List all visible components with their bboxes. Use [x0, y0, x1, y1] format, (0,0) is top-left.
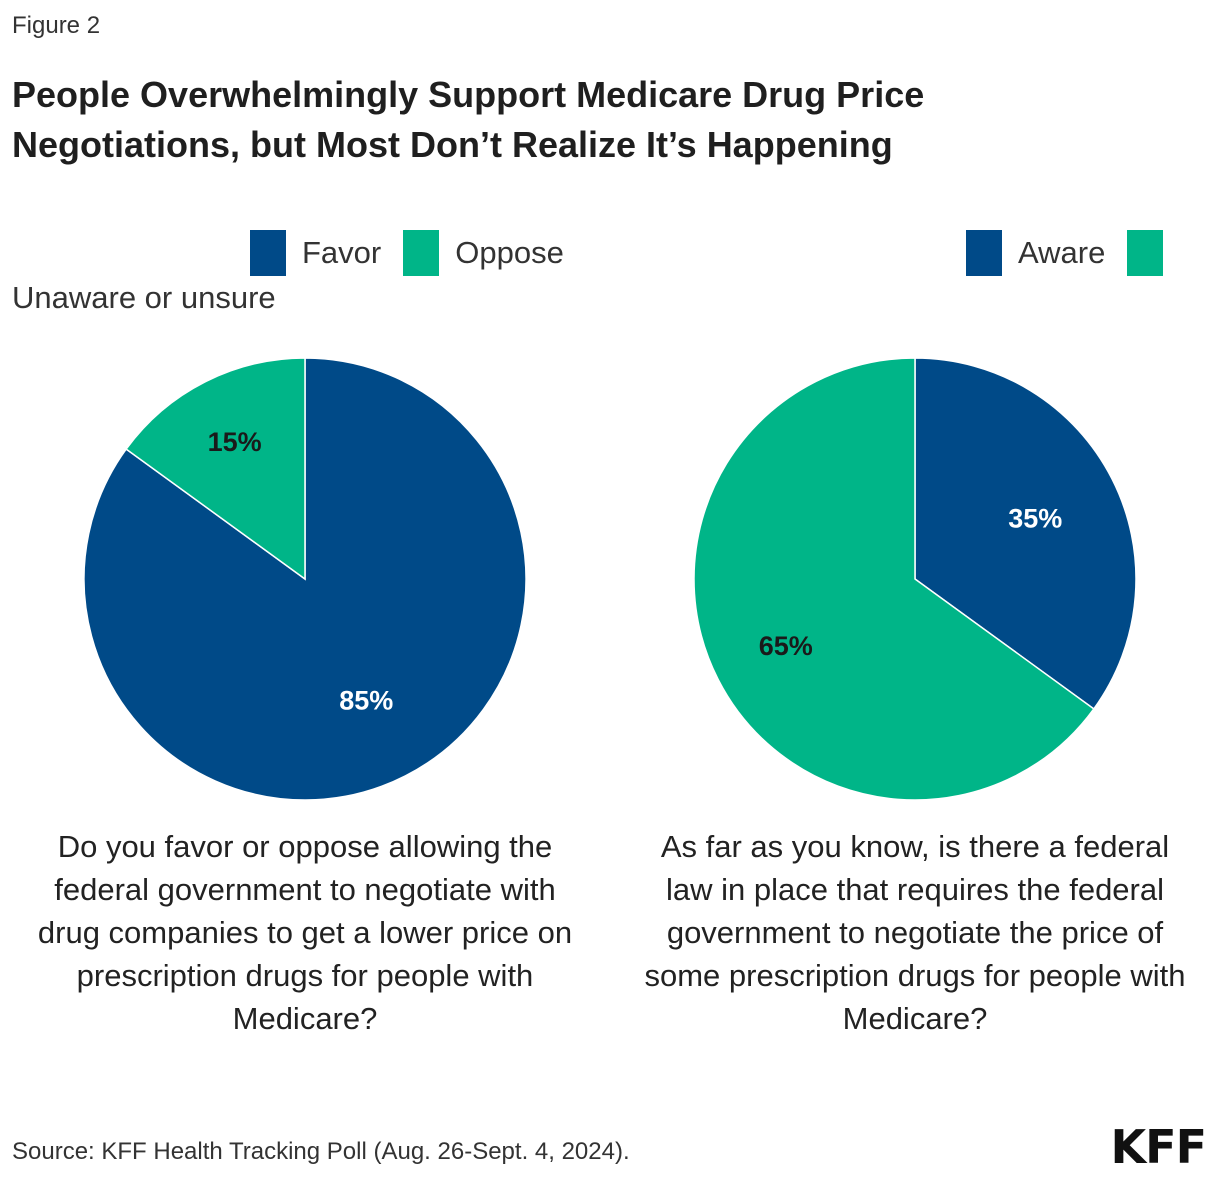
title-line-1: People Overwhelmingly Support Medicare D… [12, 74, 925, 115]
pie-slice-unaware-or-unsure [693, 357, 1095, 801]
pie-slice-oppose [125, 357, 306, 581]
pie-aware-unaware: 35% 65% [693, 357, 1137, 801]
legend-left: Favor Oppose [250, 230, 586, 276]
legend-item-unaware [1127, 230, 1179, 276]
legend-label-oppose: Oppose [455, 235, 564, 270]
kff-logo: KFF [1110, 1120, 1207, 1174]
pie-favor-oppose: 85% 15% [83, 357, 527, 801]
source-note: Source: KFF Health Tracking Poll (Aug. 2… [12, 1138, 630, 1165]
figure-label: Figure 2 [12, 12, 101, 39]
legend-label-favor: Favor [302, 235, 382, 270]
data-label-oppose: 15% [208, 427, 262, 457]
legend-label-aware: Aware [1018, 235, 1106, 270]
legend-label-unaware: Unaware or unsure [12, 280, 276, 315]
title-line-2: Negotiations, but Most Don’t Realize It’… [12, 124, 893, 165]
legend-swatch-aware [966, 230, 1002, 276]
legend-item-oppose: Oppose [403, 230, 564, 276]
question-right: As far as you know, is there a federal l… [644, 829, 1186, 1036]
data-label-aware: 35% [1008, 504, 1062, 534]
legend-swatch-unaware [1127, 230, 1164, 276]
legend-item-favor: Favor [250, 230, 381, 276]
chart-title: People Overwhelmingly Support Medicare D… [12, 70, 1192, 170]
pie-slice-aware [914, 357, 1137, 710]
question-left: Do you favor or oppose allowing the fede… [37, 829, 573, 1036]
data-label-unaware-or-unsure: 65% [759, 631, 813, 661]
data-label-favor: 85% [339, 685, 393, 715]
legend-swatch-oppose [403, 230, 440, 276]
legend-item-aware: Aware [966, 230, 1105, 276]
legend-swatch-favor [250, 230, 286, 276]
legend-right: Aware [966, 230, 1179, 276]
